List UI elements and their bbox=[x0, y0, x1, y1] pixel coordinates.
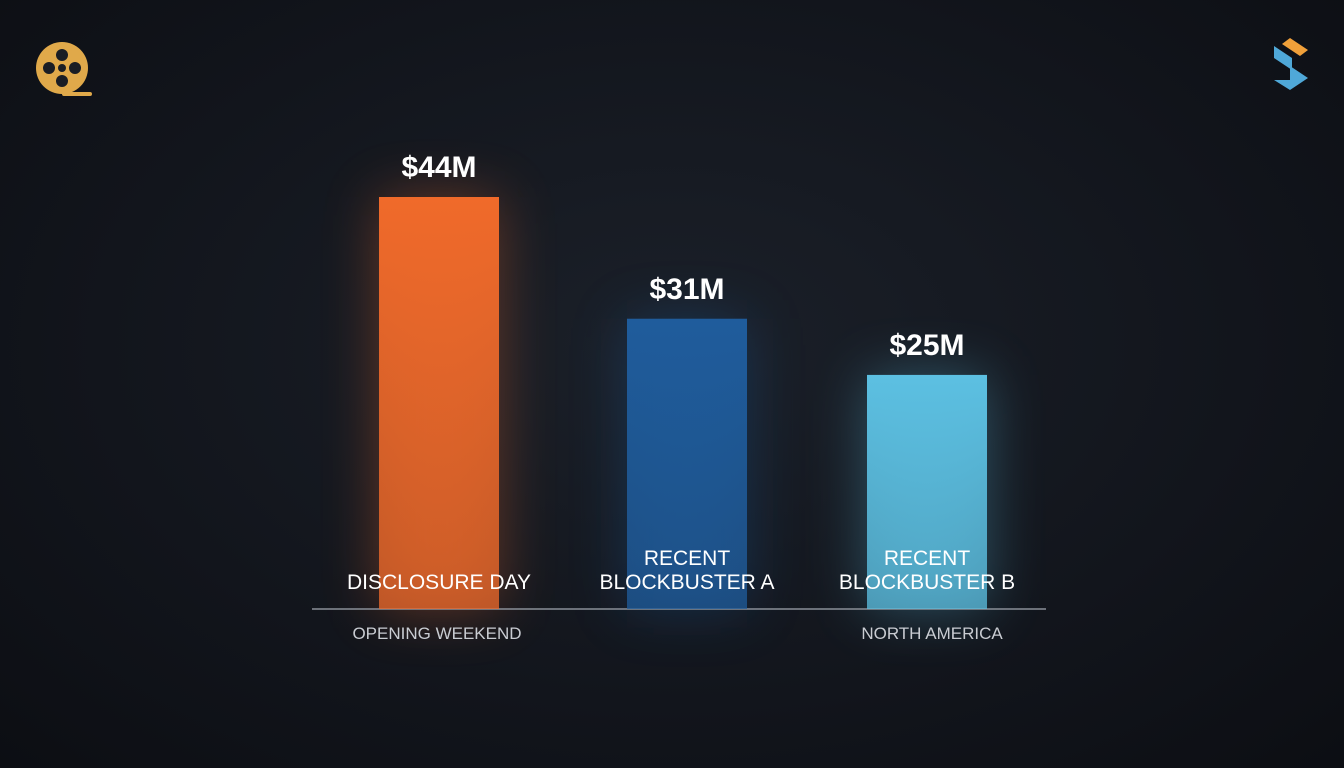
bar bbox=[867, 374, 987, 609]
value-label: $44M bbox=[401, 151, 477, 184]
value-label: $25M bbox=[889, 328, 965, 362]
film-reel-icon bbox=[36, 42, 92, 96]
value-label: $31M bbox=[649, 272, 725, 306]
category-label: RECENT BLOCKBUSTER A bbox=[599, 547, 775, 594]
category-label: RECENT BLOCKBUSTER B bbox=[838, 547, 1016, 594]
annotation: NORTH AMERICA bbox=[861, 624, 1003, 643]
annotation: OPENING WEEKEND bbox=[352, 624, 522, 643]
bar bbox=[627, 318, 747, 609]
brand-logo bbox=[1274, 38, 1308, 90]
category-label: DISCLOSURE DAY bbox=[347, 571, 531, 594]
bar bbox=[379, 197, 499, 609]
